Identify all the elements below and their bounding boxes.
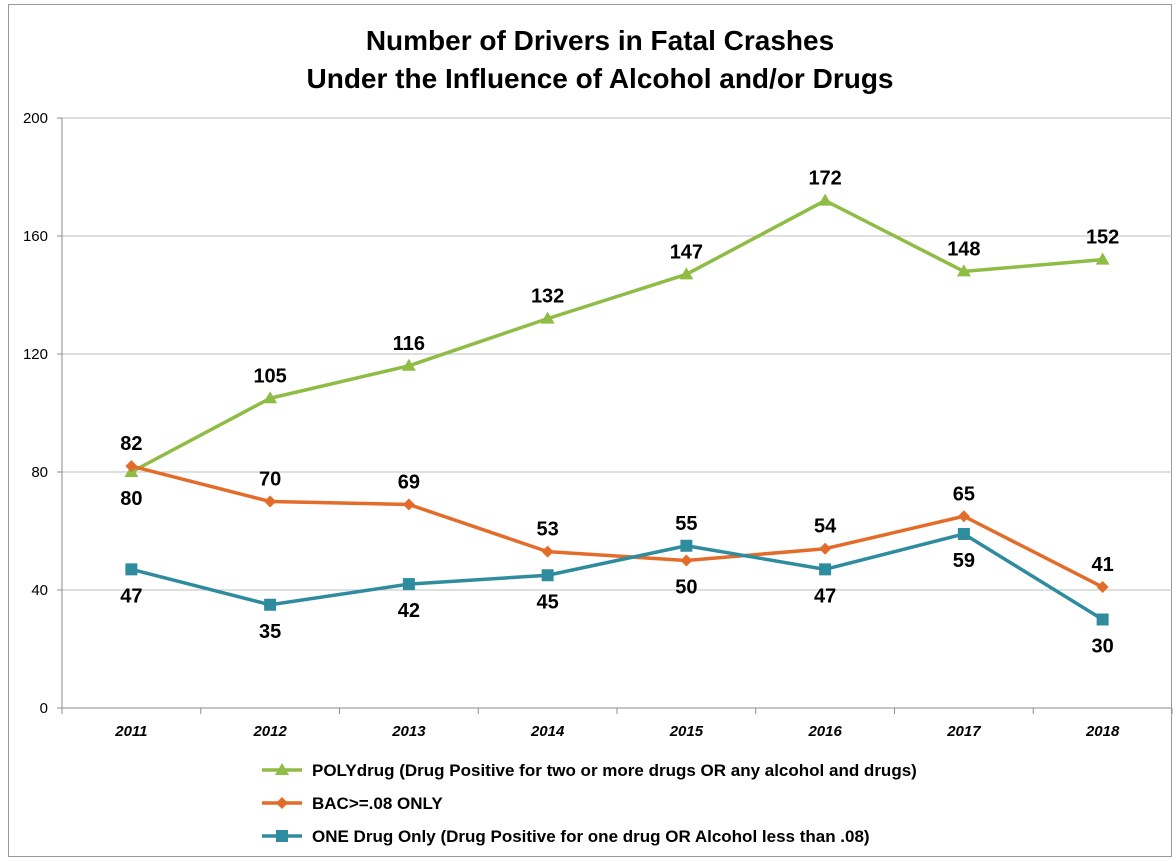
data-labels: 80 105 116 132 147 172 148 152 82 70 69 53 50 54 65 41 4… xyxy=(120,168,1119,658)
data-point xyxy=(125,460,138,473)
data-point xyxy=(819,563,832,576)
data-label: 65 xyxy=(953,483,975,505)
chart-title-line-1: Number of Drivers in Fatal Crashes xyxy=(366,25,834,56)
data-label: 116 xyxy=(393,333,425,355)
legend-marker xyxy=(276,830,288,842)
data-label: 42 xyxy=(398,600,420,622)
data-label: 80 xyxy=(120,488,142,510)
series-line xyxy=(130,464,1104,589)
data-point xyxy=(263,391,278,404)
data-label: 55 xyxy=(675,513,697,535)
legend-entry: BAC>=.08 ONLY xyxy=(262,794,443,813)
data-label: 41 xyxy=(1092,554,1114,576)
series-layer xyxy=(124,193,1110,626)
y-tick-label: 80 xyxy=(31,464,48,481)
data-point xyxy=(402,498,415,511)
legend-marker xyxy=(276,797,288,809)
data-point xyxy=(819,542,832,555)
data-point xyxy=(541,569,554,582)
data-label: 82 xyxy=(120,433,142,455)
data-label: 50 xyxy=(675,577,697,599)
data-point xyxy=(1095,252,1110,265)
chart-title-line-2: Under the Influence of Alcohol and/or Dr… xyxy=(307,63,894,94)
legend-label: BAC>=.08 ONLY xyxy=(312,794,443,813)
legend-label: ONE Drug Only (Drug Positive for one dru… xyxy=(312,827,870,846)
data-point xyxy=(680,554,693,567)
series-2 xyxy=(125,460,1109,594)
data-label: 53 xyxy=(537,519,559,541)
x-tick-label: 2013 xyxy=(391,723,426,740)
x-tick-label: 2012 xyxy=(252,723,287,740)
data-point xyxy=(956,264,971,277)
data-label: 172 xyxy=(808,168,841,190)
data-point xyxy=(680,539,693,552)
data-label: 45 xyxy=(537,591,559,613)
data-point xyxy=(957,527,970,540)
y-tick-label: 200 xyxy=(23,110,48,127)
data-point xyxy=(541,545,554,558)
legend-entry: ONE Drug Only (Drug Positive for one dru… xyxy=(262,827,870,846)
data-label: 69 xyxy=(398,471,420,493)
series-3 xyxy=(125,527,1109,626)
axes: 0 40 80 120 160 200 2011 2012 2013 2014 2015 2016 20… xyxy=(23,110,1173,740)
x-tick-label: 2015 xyxy=(669,723,704,740)
data-label: 152 xyxy=(1086,227,1119,249)
data-point xyxy=(818,193,833,206)
legend: POLYdrug (Drug Positive for two or more … xyxy=(262,761,917,846)
data-label: 105 xyxy=(253,365,286,387)
data-point xyxy=(1096,581,1109,594)
x-tick-label: 2014 xyxy=(530,723,565,740)
data-point xyxy=(1096,613,1109,626)
data-point xyxy=(264,598,277,611)
data-label: 47 xyxy=(814,585,836,607)
data-point xyxy=(957,510,970,523)
y-tick-label: 0 xyxy=(40,700,48,717)
data-label: 59 xyxy=(953,550,975,572)
data-point xyxy=(540,311,555,324)
data-label: 30 xyxy=(1092,636,1114,658)
legend-label: POLYdrug (Drug Positive for two or more … xyxy=(312,761,917,780)
y-tick-label: 40 xyxy=(31,582,48,599)
data-label: 35 xyxy=(259,621,281,643)
gridlines xyxy=(62,117,1172,591)
data-label: 54 xyxy=(814,516,837,538)
x-tick-label: 2018 xyxy=(1085,723,1120,740)
data-label: 147 xyxy=(670,241,703,263)
legend-entry: POLYdrug (Drug Positive for two or more … xyxy=(262,761,917,780)
data-point xyxy=(125,563,138,576)
x-tick-label: 2011 xyxy=(114,723,147,740)
data-label: 148 xyxy=(947,238,980,260)
data-point xyxy=(402,578,415,591)
data-label: 47 xyxy=(120,585,142,607)
y-tick-label: 120 xyxy=(23,346,48,363)
x-tick-label: 2016 xyxy=(807,723,842,740)
legend-marker xyxy=(275,763,289,775)
data-point xyxy=(401,358,416,371)
series-line xyxy=(130,198,1103,474)
data-point xyxy=(679,267,694,280)
chart-frame xyxy=(8,4,1172,857)
y-tick-label: 160 xyxy=(23,228,48,245)
x-tick-label: 2017 xyxy=(946,723,981,740)
data-point xyxy=(264,495,277,508)
data-label: 132 xyxy=(531,286,564,308)
data-label: 70 xyxy=(259,469,281,491)
series-line xyxy=(130,532,1104,621)
